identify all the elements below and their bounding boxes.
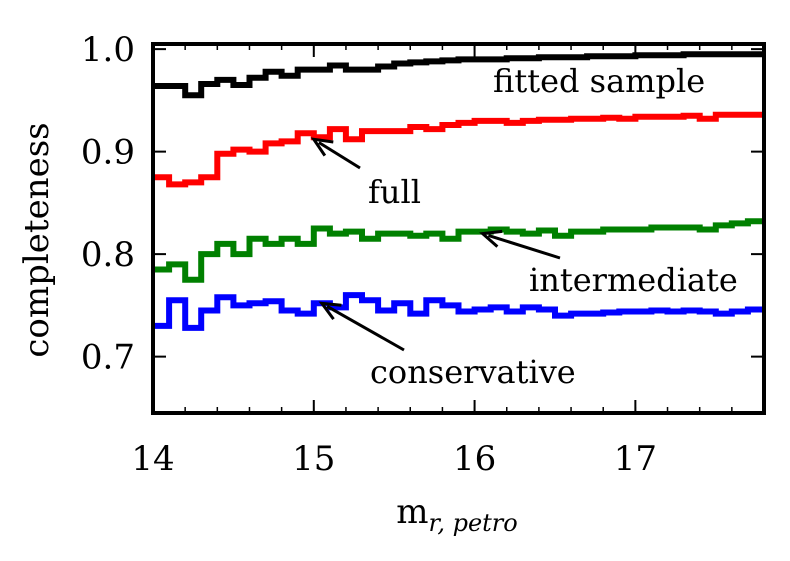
annotation-arrowhead-full — [310, 137, 334, 157]
annotation-arrow-conservative — [326, 304, 405, 352]
y-tick-label: 0.8 — [81, 235, 135, 275]
x-tick-label: 14 — [131, 439, 174, 479]
ticks-layer: 14 15 16 17 0.7 0.8 0.9 1.0 — [81, 30, 765, 479]
x-axis-label-main: m — [396, 492, 428, 532]
series-line-intermediate — [153, 218, 764, 283]
annotation-label-fitted-sample: fitted sample — [493, 62, 705, 100]
annotation-arrow-intermediate — [487, 233, 561, 260]
x-tick-label: 17 — [614, 439, 657, 479]
plot-frame — [151, 42, 766, 415]
x-axis-label-subscript: r, petro — [429, 509, 518, 537]
annotation-label-full: full — [368, 173, 421, 211]
y-tick-label: 1.0 — [81, 30, 135, 70]
series-line-full — [153, 111, 764, 188]
annotation-arrowhead-intermediate — [479, 229, 503, 248]
annotation-label-intermediate: intermediate — [529, 261, 738, 299]
annotation-arrow-full — [318, 141, 361, 170]
y-axis-label: completeness — [17, 122, 57, 357]
x-tick-label: 15 — [292, 439, 335, 479]
x-tick-label: 16 — [453, 439, 496, 479]
annotation-layer: fitted sample full intermediate conservativ… — [310, 62, 738, 391]
annotation-label-conservative: conservative — [370, 353, 576, 391]
y-tick-label: 0.9 — [81, 133, 135, 173]
series-line-conservative — [153, 292, 764, 331]
annotation-arrowhead-conservative — [318, 301, 342, 321]
x-axis-label: mr, petro — [396, 492, 517, 537]
y-tick-label: 0.7 — [81, 338, 135, 378]
